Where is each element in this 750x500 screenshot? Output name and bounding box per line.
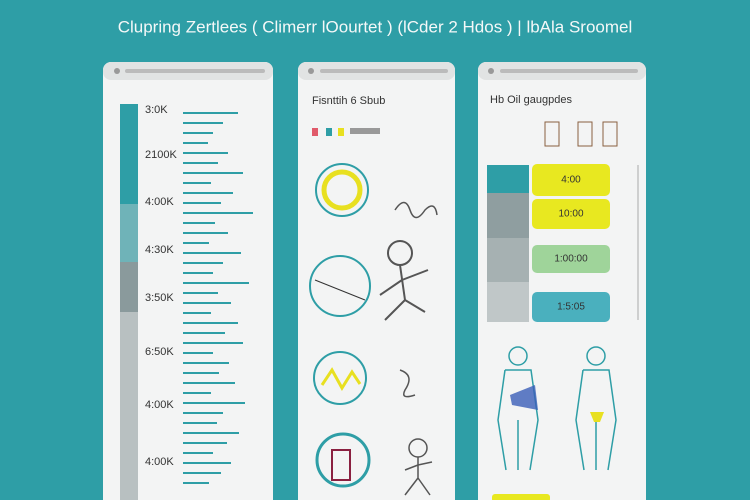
bar-label: 4:00	[561, 175, 581, 186]
label: 4:00K	[145, 456, 174, 468]
label: 4:30K	[145, 244, 174, 256]
left-panel: 3:0K 2100K 4:00K 4:30K 3:50K 6:50K 4:00K…	[103, 62, 273, 500]
panel-title: Fisnttih 6 Sbub	[312, 95, 385, 107]
bar-label: 1:5:05	[557, 302, 585, 313]
title: Clupring Zertlees ( Climerr lOourtet ) (…	[118, 17, 633, 36]
left-labels: 3:0K 2100K 4:00K 4:30K 3:50K 6:50K 4:00K…	[145, 104, 177, 468]
label: 2100K	[145, 149, 177, 161]
label: 6:50K	[145, 346, 174, 358]
label: 4:00K	[145, 399, 174, 411]
label: 3:50K	[145, 292, 174, 304]
label: 3:0K	[145, 104, 168, 116]
middle-panel: Fisnttih 6 Sbub	[298, 62, 455, 500]
panel-title: Hb Oil gaugpdes	[490, 94, 572, 106]
right-panel: Hb Oil gaugpdes 4:00 10:00 1:00:00 1:5:0…	[478, 62, 646, 500]
decor-lines	[183, 112, 253, 484]
bar-label: 10:00	[558, 209, 583, 220]
label: 4:00K	[145, 196, 174, 208]
bar-label: 1:00:00	[554, 254, 588, 265]
